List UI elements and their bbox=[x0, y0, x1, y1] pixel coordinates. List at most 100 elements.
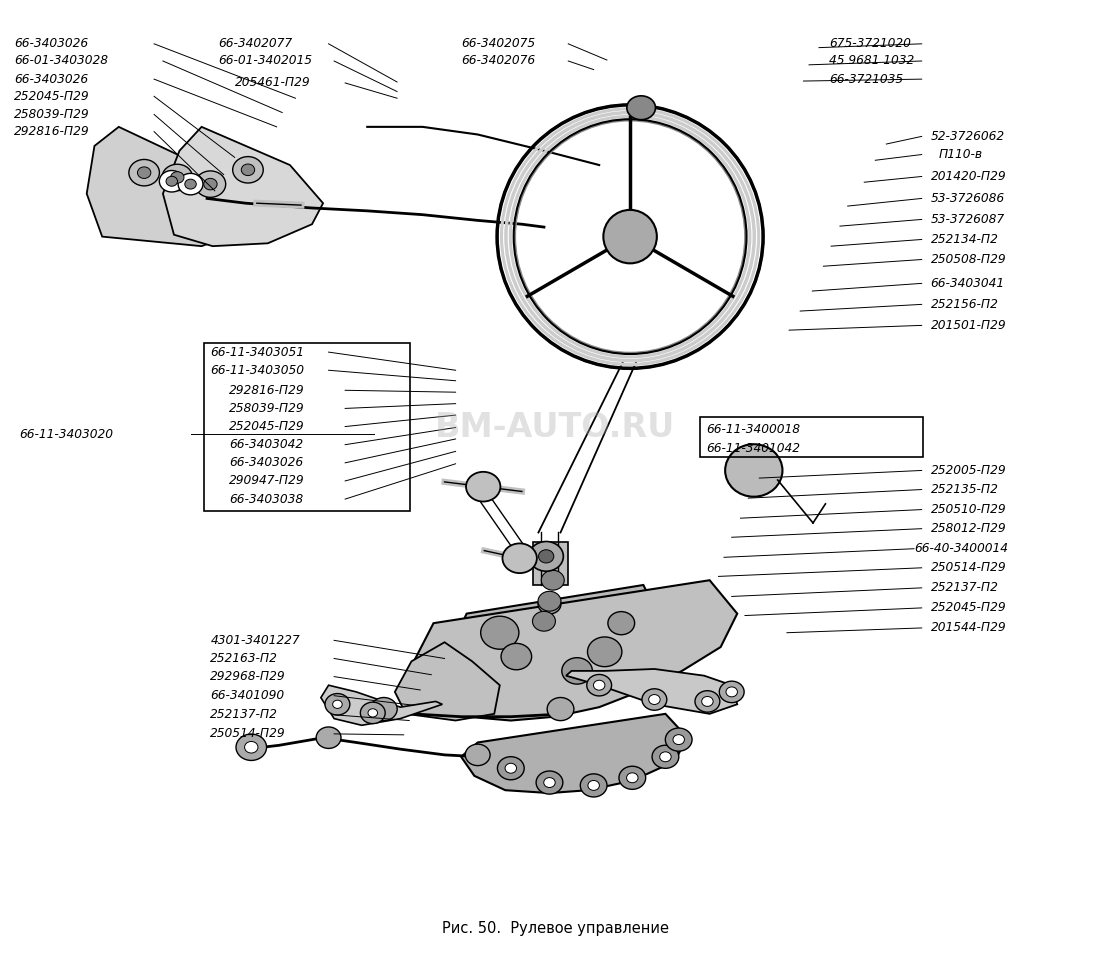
Text: 53-3726086: 53-3726086 bbox=[930, 192, 1005, 204]
Text: Рис. 50.  Рулевое управление: Рис. 50. Рулевое управление bbox=[442, 922, 668, 936]
Circle shape bbox=[538, 594, 561, 614]
Circle shape bbox=[529, 541, 564, 571]
Circle shape bbox=[538, 591, 561, 612]
Text: 66-3401090: 66-3401090 bbox=[211, 689, 284, 702]
Text: 252045-П29: 252045-П29 bbox=[930, 601, 1006, 614]
Circle shape bbox=[184, 180, 196, 189]
Text: 250514-П29: 250514-П29 bbox=[930, 562, 1006, 574]
Circle shape bbox=[333, 700, 342, 708]
Text: 250510-П29: 250510-П29 bbox=[930, 503, 1006, 516]
Text: 252156-П2: 252156-П2 bbox=[930, 298, 998, 311]
Circle shape bbox=[608, 612, 635, 635]
Circle shape bbox=[587, 636, 622, 666]
Polygon shape bbox=[533, 542, 568, 585]
Text: 66-3403026: 66-3403026 bbox=[229, 456, 303, 469]
Polygon shape bbox=[87, 127, 256, 246]
Circle shape bbox=[160, 171, 184, 192]
Polygon shape bbox=[395, 642, 500, 721]
Circle shape bbox=[587, 675, 612, 696]
Text: 66-11-3401042: 66-11-3401042 bbox=[706, 442, 800, 455]
Circle shape bbox=[236, 734, 266, 760]
Circle shape bbox=[162, 164, 192, 191]
Text: 66-3402077: 66-3402077 bbox=[219, 37, 292, 50]
Text: 201420-П29: 201420-П29 bbox=[930, 170, 1006, 183]
Circle shape bbox=[594, 681, 605, 690]
Circle shape bbox=[501, 643, 532, 670]
Circle shape bbox=[547, 698, 574, 721]
Circle shape bbox=[719, 682, 744, 703]
Text: 252137-П2: 252137-П2 bbox=[211, 708, 279, 721]
Circle shape bbox=[178, 174, 203, 195]
Circle shape bbox=[695, 690, 719, 712]
Text: 292816-П29: 292816-П29 bbox=[13, 125, 90, 138]
Text: 66-3403041: 66-3403041 bbox=[930, 276, 1005, 290]
Text: 201544-П29: 201544-П29 bbox=[930, 621, 1006, 635]
Text: 66-3402075: 66-3402075 bbox=[461, 37, 535, 50]
Circle shape bbox=[497, 756, 524, 780]
Circle shape bbox=[538, 550, 554, 563]
Circle shape bbox=[726, 687, 737, 697]
Circle shape bbox=[369, 708, 377, 717]
Text: 53-3726087: 53-3726087 bbox=[930, 213, 1005, 226]
Text: П110-в: П110-в bbox=[938, 148, 982, 161]
Text: 292816-П29: 292816-П29 bbox=[229, 384, 305, 396]
Text: 201501-П29: 201501-П29 bbox=[930, 319, 1006, 332]
Text: 252005-П29: 252005-П29 bbox=[930, 464, 1006, 477]
Circle shape bbox=[505, 763, 516, 773]
Polygon shape bbox=[566, 669, 737, 714]
Text: 66-11-3403020: 66-11-3403020 bbox=[19, 428, 113, 441]
Text: 66-40-3400014: 66-40-3400014 bbox=[914, 542, 1008, 555]
Text: 675-3721020: 675-3721020 bbox=[829, 37, 911, 50]
Circle shape bbox=[361, 702, 385, 724]
Text: 252163-П2: 252163-П2 bbox=[211, 652, 279, 665]
Circle shape bbox=[129, 159, 160, 186]
Text: 66-3403026: 66-3403026 bbox=[13, 73, 88, 85]
Text: 292968-П29: 292968-П29 bbox=[211, 670, 286, 684]
Text: 66-11-3403050: 66-11-3403050 bbox=[211, 364, 304, 376]
Circle shape bbox=[371, 698, 397, 721]
Circle shape bbox=[465, 744, 491, 766]
Ellipse shape bbox=[604, 210, 657, 263]
Text: 252135-П2: 252135-П2 bbox=[930, 483, 998, 496]
Circle shape bbox=[652, 745, 679, 768]
Polygon shape bbox=[163, 127, 323, 246]
Text: 250514-П29: 250514-П29 bbox=[211, 728, 286, 740]
Circle shape bbox=[562, 658, 593, 684]
Polygon shape bbox=[461, 714, 687, 793]
Circle shape bbox=[503, 543, 537, 573]
Polygon shape bbox=[412, 580, 737, 721]
Polygon shape bbox=[321, 685, 443, 726]
Ellipse shape bbox=[627, 96, 656, 120]
Circle shape bbox=[244, 741, 258, 753]
Circle shape bbox=[581, 774, 607, 797]
Text: 66-3402076: 66-3402076 bbox=[461, 55, 535, 67]
Text: 66-01-3402015: 66-01-3402015 bbox=[219, 55, 312, 67]
Circle shape bbox=[702, 696, 713, 707]
Circle shape bbox=[204, 179, 218, 190]
Text: 258039-П29: 258039-П29 bbox=[229, 402, 305, 415]
Circle shape bbox=[648, 695, 660, 705]
Text: 66-3403038: 66-3403038 bbox=[229, 492, 303, 506]
Circle shape bbox=[466, 471, 501, 501]
Text: 66-3403026: 66-3403026 bbox=[13, 37, 88, 50]
Text: 52-3726062: 52-3726062 bbox=[930, 130, 1005, 143]
Circle shape bbox=[659, 752, 672, 761]
Text: 66-01-3403028: 66-01-3403028 bbox=[13, 55, 108, 67]
Circle shape bbox=[642, 688, 667, 710]
Circle shape bbox=[233, 156, 263, 183]
Circle shape bbox=[673, 734, 685, 745]
Circle shape bbox=[665, 728, 692, 751]
Text: 290947-П29: 290947-П29 bbox=[229, 474, 305, 488]
Text: 66-11-3403051: 66-11-3403051 bbox=[211, 346, 304, 359]
Text: 252137-П2: 252137-П2 bbox=[930, 582, 998, 594]
Text: 45 9681 1032: 45 9681 1032 bbox=[829, 55, 915, 67]
Text: 252134-П2: 252134-П2 bbox=[930, 233, 998, 246]
Circle shape bbox=[626, 773, 638, 782]
Circle shape bbox=[619, 766, 646, 789]
Text: 250508-П29: 250508-П29 bbox=[930, 253, 1006, 266]
Circle shape bbox=[171, 172, 184, 183]
Circle shape bbox=[544, 778, 555, 787]
Text: 4301-3401227: 4301-3401227 bbox=[211, 634, 300, 647]
Text: 258039-П29: 258039-П29 bbox=[13, 108, 90, 121]
Circle shape bbox=[533, 612, 555, 631]
